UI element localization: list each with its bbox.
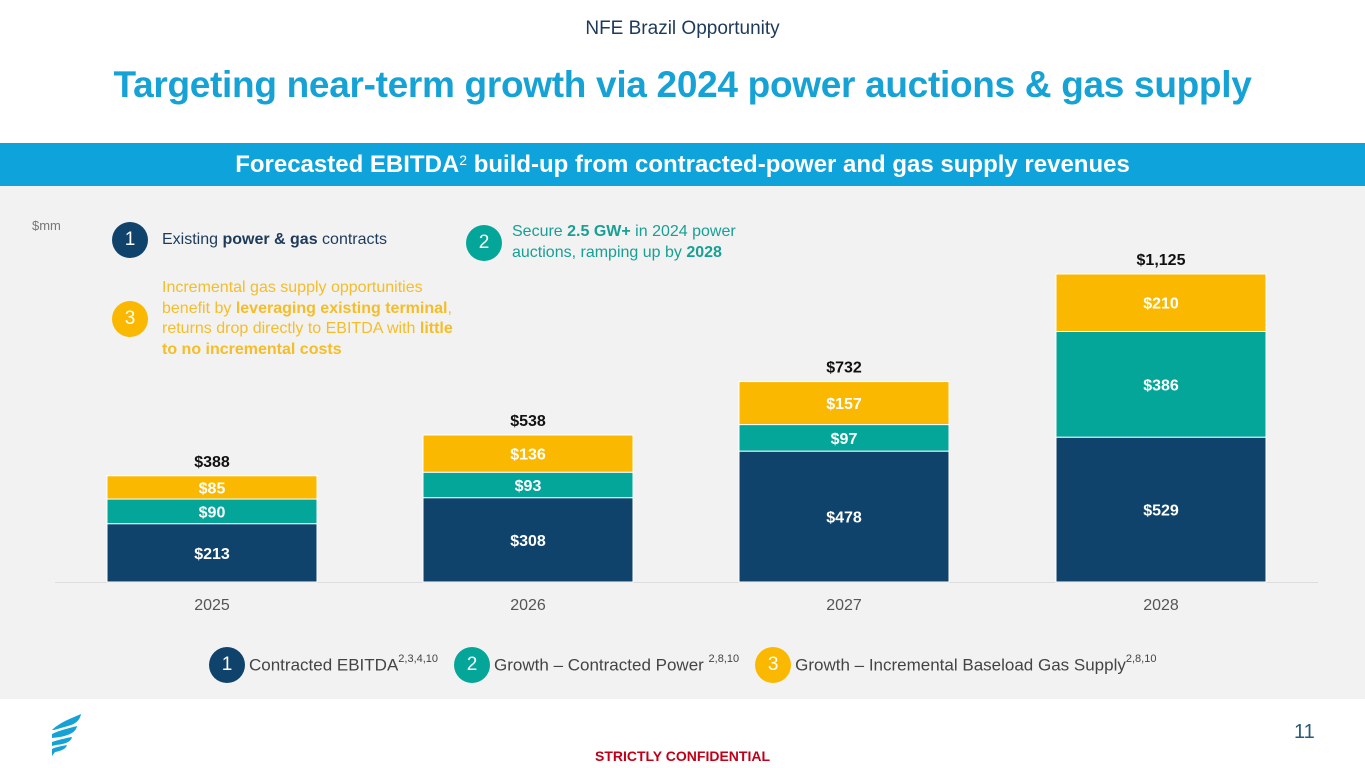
segment-label: $478	[826, 510, 862, 527]
segment-label: $529	[1143, 503, 1179, 520]
x-tick-label: 2025	[194, 597, 230, 614]
bar-segment	[106, 523, 318, 583]
legend-badge-2: 2	[454, 647, 491, 683]
segment-label: $157	[826, 396, 862, 413]
bar-segment	[106, 475, 318, 500]
bar-segment	[422, 434, 634, 473]
chart-legend: 1 Contracted EBITDA2,3,4,10 2 Growth – C…	[209, 647, 1172, 683]
bar-segment	[738, 450, 950, 583]
banner-text: Forecasted EBITDA	[235, 151, 460, 178]
badge-1: 1	[112, 222, 148, 258]
total-label: $1,125	[1137, 252, 1186, 269]
section-label: NFE Brazil Opportunity	[585, 18, 780, 39]
note-text: Secure 2.5 GW+ in 2024 power auctions, r…	[512, 223, 736, 261]
stacked-bar-chart: $213 $90 $85 $388 2025 $308 $93 $136 $538 2026 $47…	[55, 252, 1318, 614]
bar-segment	[422, 497, 634, 583]
x-tick-label: 2027	[826, 597, 862, 614]
banner-footnote: 2	[459, 152, 468, 168]
segment-label: $90	[199, 504, 226, 521]
total-label: $732	[826, 360, 862, 377]
note-text: Existing power & gas contracts	[162, 230, 387, 248]
bar-segment	[1055, 330, 1267, 438]
legend-item-contracted: 1 Contracted EBITDA2,3,4,10	[209, 647, 438, 683]
note-gas-supply: 3 Incremental gas supply opportunities b…	[112, 278, 462, 360]
segment-label: $97	[831, 431, 858, 448]
badge-2: 2	[466, 224, 502, 261]
legend-label: Growth – Contracted Power 2,8,10	[494, 652, 740, 675]
segment-label: $136	[510, 447, 546, 464]
chart-banner: Forecasted EBITDA2 build-up from contrac…	[0, 143, 1365, 186]
x-tick-label: 2028	[1143, 597, 1179, 614]
legend-badge-1: 1	[209, 647, 245, 683]
total-label: $388	[194, 454, 230, 471]
unit-label: $mm	[32, 218, 61, 233]
confidential-label: STRICTLY CONFIDENTIAL	[594, 748, 770, 764]
badge-3: 3	[112, 301, 148, 337]
page-title: Targeting near-term growth via 2024 powe…	[113, 64, 1252, 105]
page-number: 11	[1294, 721, 1315, 743]
legend-label: Contracted EBITDA2,3,4,10	[249, 652, 439, 675]
bar-segment	[1055, 436, 1267, 583]
segment-label: $210	[1143, 296, 1179, 313]
x-tick-label: 2026	[510, 597, 546, 614]
note-power-auctions: 2 Secure 2.5 GW+ in 2024 power auctions,…	[466, 222, 782, 263]
segment-label: $308	[510, 533, 546, 550]
note-existing-contracts: 1 Existing power & gas contracts	[112, 222, 387, 258]
bar-segment	[106, 498, 318, 525]
bar-segment	[1055, 273, 1267, 332]
legend-item-power: 2 Growth – Contracted Power 2,8,10	[454, 647, 739, 683]
legend-item-gas: 3 Growth – Incremental Baseload Gas Supp…	[755, 647, 1156, 683]
company-logo-icon	[52, 714, 81, 756]
bar-segment	[422, 471, 634, 499]
segment-label: $85	[199, 480, 226, 497]
bar-segment	[738, 381, 950, 426]
bar-segment	[738, 424, 950, 452]
segment-label: $213	[194, 546, 230, 563]
banner-text-rest: build-up from contracted-power and gas s…	[467, 151, 1130, 178]
legend-badge-3: 3	[755, 647, 792, 683]
segment-label: $386	[1143, 377, 1179, 394]
segment-label: $93	[515, 478, 542, 495]
total-label: $538	[510, 413, 546, 430]
legend-label: Growth – Incremental Baseload Gas Supply…	[795, 652, 1157, 675]
note-text: Incremental gas supply opportunities ben…	[162, 279, 453, 358]
